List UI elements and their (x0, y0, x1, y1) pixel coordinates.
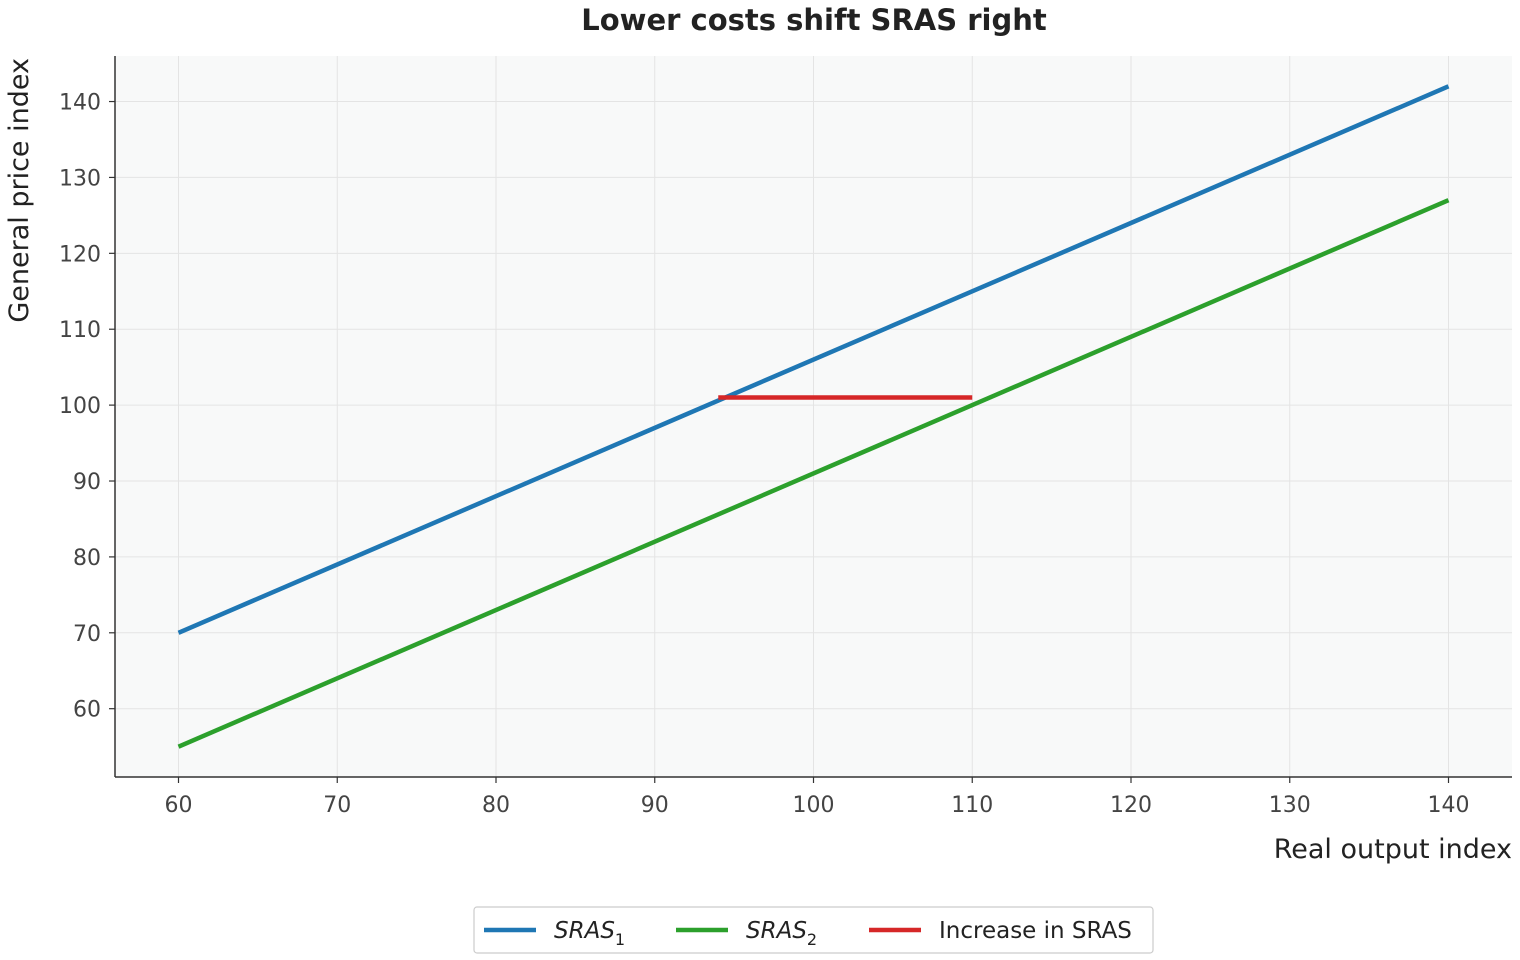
chart-title: Lower costs shift SRAS right (581, 3, 1047, 37)
legend-label-3: Increase in SRAS (939, 918, 1132, 944)
y-tick-label: 100 (59, 394, 101, 419)
grid (115, 56, 1512, 777)
y-tick-label: 110 (59, 318, 101, 343)
ticks: 60 70 80 90 100 110 120 130 140 60 70 80 90 100 110 120… (59, 91, 1470, 818)
y-tick-label: 90 (73, 470, 101, 495)
x-tick-label: 90 (641, 793, 669, 818)
y-tick-label: 60 (73, 698, 101, 723)
series-layer (177, 84, 1450, 749)
x-tick-label: 120 (1110, 793, 1152, 818)
y-tick-label: 80 (73, 546, 101, 571)
y-tick-label: 130 (59, 166, 101, 191)
y-tick-label: 140 (59, 91, 101, 116)
legend-label-2: SRAS2 (746, 918, 817, 949)
x-tick-label: 60 (165, 793, 193, 818)
series-line-1 (177, 84, 1450, 635)
legend: SRAS1 SRAS2 Increase in SRAS (473, 906, 1154, 954)
series-line-2 (177, 198, 1450, 749)
x-tick-label: 70 (323, 793, 351, 818)
x-tick-label: 130 (1269, 793, 1311, 818)
y-axis-label: General price index (4, 58, 35, 323)
x-axis-label: Real output index (1274, 834, 1512, 865)
x-tick-label: 110 (951, 793, 993, 818)
y-tick-label: 120 (59, 242, 101, 267)
x-tick-label: 80 (482, 793, 510, 818)
y-tick-label: 70 (73, 622, 101, 647)
x-tick-label: 100 (793, 793, 835, 818)
legend-label-1: SRAS1 (554, 918, 625, 949)
x-tick-label: 140 (1428, 793, 1470, 818)
legend-frame (473, 906, 1154, 954)
